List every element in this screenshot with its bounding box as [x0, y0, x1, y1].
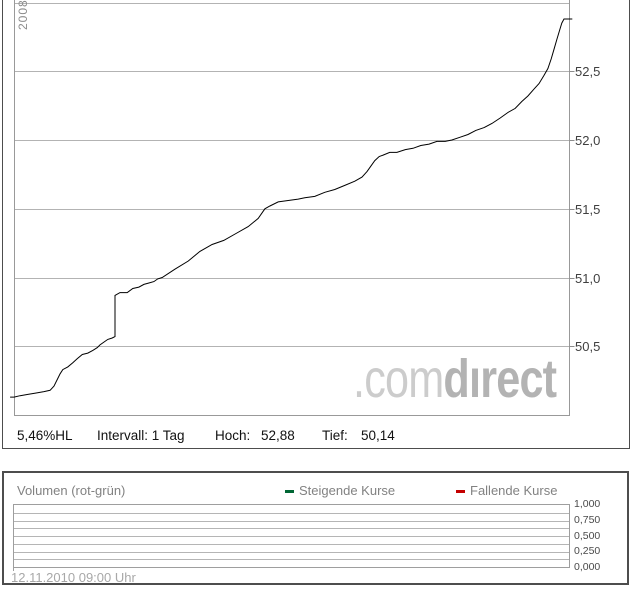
- volume-gridline: [14, 520, 569, 522]
- price-y-axis-label: 50,5: [575, 339, 601, 354]
- stat-low-label: Tief:: [322, 428, 348, 443]
- watermark-light-part: .com: [353, 349, 444, 409]
- price-y-axis-label: 52,0: [575, 133, 601, 148]
- price-panel-border: [2, 0, 630, 449]
- volume-y-axis-label: 0,250: [574, 545, 601, 558]
- legend-down-swatch: [456, 490, 465, 493]
- volume-axis-tick: [13, 568, 14, 571]
- volume-gridline: [14, 543, 569, 545]
- price-line: [10, 18, 573, 398]
- price-y-axis-label: 51,5: [575, 202, 601, 217]
- price-chart: [10, 0, 575, 416]
- volume-panel-border: [2, 471, 629, 585]
- volume-gridline: [14, 559, 569, 561]
- volume-y-axis-label: 1,000: [574, 498, 601, 510]
- volume-y-axis-label: 0,500: [574, 529, 601, 542]
- legend-down-label: Fallende Kurse: [470, 483, 558, 498]
- stat-low-value: 50,14: [361, 428, 395, 443]
- stat-interval: Intervall: 1 Tag: [97, 428, 185, 443]
- volume-gridline: [14, 551, 569, 553]
- volume-gridline: [14, 528, 569, 530]
- stat-high-value: 52,88: [261, 428, 295, 443]
- comdirect-watermark: .comdırect: [353, 349, 557, 409]
- volume-plot-area: [13, 504, 570, 568]
- chart-timestamp: 12.11.2010 09:00 Uhr: [11, 570, 136, 585]
- volume-title: Volumen (rot-grün): [17, 483, 126, 498]
- volume-y-axis-label: 0,000: [574, 561, 601, 573]
- stat-change-percent: 5,46%HL: [17, 428, 73, 443]
- legend-up-label: Steigende Kurse: [299, 483, 396, 498]
- volume-gridline: [14, 512, 569, 514]
- volume-gridline: [14, 536, 569, 537]
- price-y-axis-label: 52,5: [575, 64, 601, 79]
- legend-up-swatch: [285, 490, 294, 493]
- volume-y-axis-label: 0,750: [574, 513, 601, 526]
- price-y-axis-label: 51,0: [575, 271, 601, 286]
- watermark-bold-part: dırect: [443, 349, 557, 409]
- stat-high-label: Hoch:: [215, 428, 251, 443]
- x-axis-year-label: 2008: [16, 0, 30, 30]
